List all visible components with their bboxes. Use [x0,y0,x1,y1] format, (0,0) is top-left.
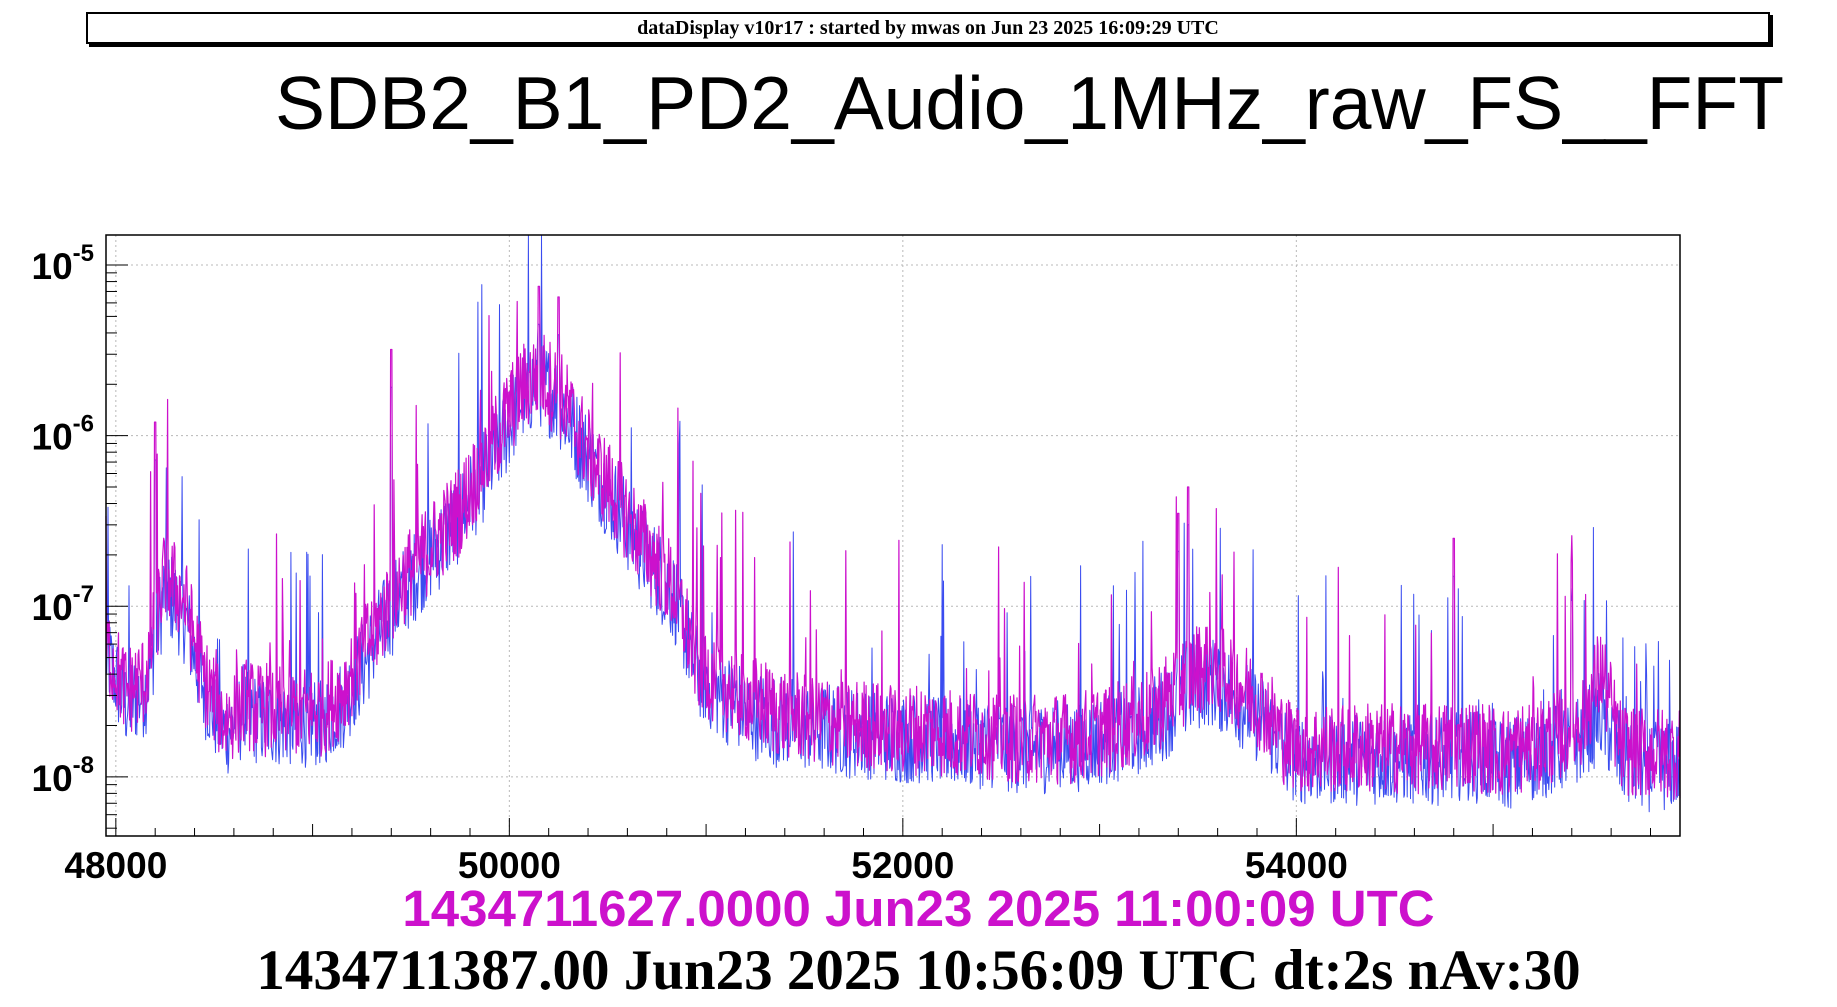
y-tick-label-base: 10 [32,587,73,628]
x-tick-label: 52000 [851,845,954,886]
x-tick-label: 48000 [64,845,167,886]
current-timestamp-caption: 1434711627.0000 Jun23 2025 11:00:09 UTC [402,880,1435,937]
y-tick-label: 10-6 [32,411,95,458]
current-trace-line [105,285,1681,800]
x-tick-label: 54000 [1245,845,1348,886]
y-tick-label-base: 10 [32,246,73,287]
spectrum-traces [105,234,1681,813]
plot-frame-rect [105,234,1681,837]
y-tick-label: 10-7 [32,581,95,628]
plot-frame [105,234,1681,837]
chart-title: SDB2_B1_PD2_Audio_1MHz_raw_FS__FFT [275,61,1785,145]
axis-ticks [106,264,1651,836]
y-tick-label-base: 10 [32,758,73,799]
x-tick-label: 50000 [458,845,561,886]
info-header-text: dataDisplay v10r17 : started by mwas on … [637,17,1219,39]
info-header-bar: dataDisplay v10r17 : started by mwas on … [86,12,1770,44]
reference-timestamp-caption: 1434711387.00 Jun23 2025 10:56:09 UTC dt… [256,939,1581,1002]
y-tick-label-exponent: -5 [73,240,94,267]
y-tick-label: 10-5 [32,240,95,287]
y-tick-label-exponent: -6 [73,411,94,438]
y-tick-label-base: 10 [32,417,73,458]
y-tick-label-exponent: -8 [73,752,94,779]
y-tick-label-exponent: -7 [73,581,94,608]
y-tick-label: 10-8 [32,752,95,799]
